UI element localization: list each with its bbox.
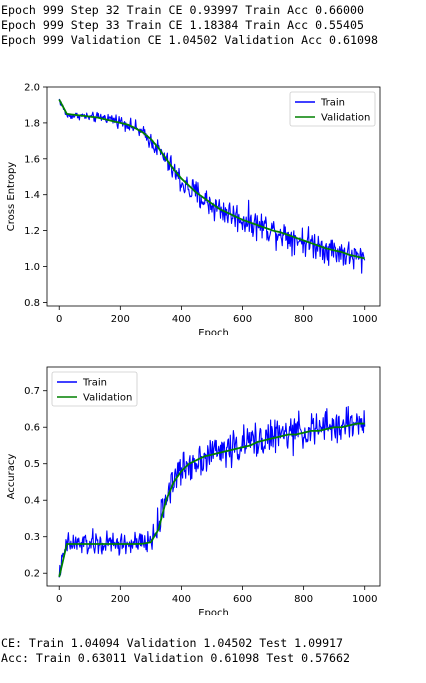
y-tick-label: 1.8 — [24, 118, 40, 129]
log-line-2: Epoch 999 Step 33 Train CE 1.18384 Train… — [1, 18, 364, 32]
y-axis-label: Accuracy — [6, 454, 17, 500]
y-axis-label: Cross Entropy — [6, 162, 17, 232]
legend: Train Validation — [51, 371, 138, 407]
x-tick-label: 800 — [294, 594, 313, 605]
accuracy-chart: 0 200 400 600 800 1000 0.2 0.3 0.4 0.5 0.6 0.7 Epoch… — [6, 366, 381, 615]
series-line-validation — [58, 99, 365, 260]
x-tick-label: 600 — [233, 314, 252, 325]
x-tick-label: 400 — [172, 314, 191, 325]
y-tick-label: 0.5 — [24, 459, 40, 470]
x-tick-label: 1000 — [352, 594, 377, 605]
series-line-train — [58, 98, 366, 274]
log-line-1: Epoch 999 Step 32 Train CE 0.93997 Train… — [1, 3, 364, 17]
x-axis-label: Epoch — [198, 328, 229, 335]
y-tick-label: 2.0 — [24, 83, 40, 94]
legend-label-validation: Validation — [321, 113, 370, 124]
x-axis-label: Epoch — [198, 608, 229, 615]
legend-label-train: Train — [320, 98, 345, 109]
x-tick-label: 200 — [111, 314, 130, 325]
x-tick-label: 800 — [294, 314, 313, 325]
y-tick-label: 0.6 — [24, 423, 40, 434]
x-tick-label: 600 — [233, 594, 252, 605]
cross-entropy-chart: 0 200 400 600 800 1000 0.8 1.0 1.2 1.4 1.6 1.8 2.0 Ep… — [6, 83, 381, 335]
legend-label-validation: Validation — [83, 393, 132, 404]
y-tick-label: 0.7 — [24, 386, 40, 397]
x-tick-label: 1000 — [352, 314, 377, 325]
y-tick-label: 0.4 — [24, 496, 40, 507]
series-line-train — [58, 406, 366, 578]
summary-ce-line: CE: Train 1.04094 Validation 1.04502 Tes… — [1, 636, 344, 650]
y-tick-label: 1.6 — [24, 154, 40, 165]
y-tick-label: 0.2 — [24, 569, 40, 580]
y-tick-label: 1.2 — [24, 226, 40, 237]
y-tick-label: 1.0 — [24, 262, 40, 273]
series-line-validation — [58, 422, 365, 578]
y-tick-label: 0.3 — [24, 532, 40, 543]
plot-area — [58, 98, 366, 274]
y-tick-label: 1.4 — [24, 190, 40, 201]
y-tick-label: 0.8 — [24, 298, 40, 309]
axes-frame — [46, 86, 381, 307]
plot-area — [58, 406, 366, 578]
x-tick-label: 0 — [56, 594, 62, 605]
log-line-3: Epoch 999 Validation CE 1.04502 Validati… — [1, 33, 378, 47]
x-tick-label: 200 — [111, 594, 130, 605]
legend: Train Validation — [289, 91, 376, 127]
x-tick-label: 0 — [56, 314, 62, 325]
legend-label-train: Train — [82, 378, 107, 389]
summary-acc-line: Acc: Train 0.63011 Validation 0.61098 Te… — [1, 651, 351, 665]
axes-frame — [46, 366, 381, 587]
x-tick-label: 400 — [172, 594, 191, 605]
